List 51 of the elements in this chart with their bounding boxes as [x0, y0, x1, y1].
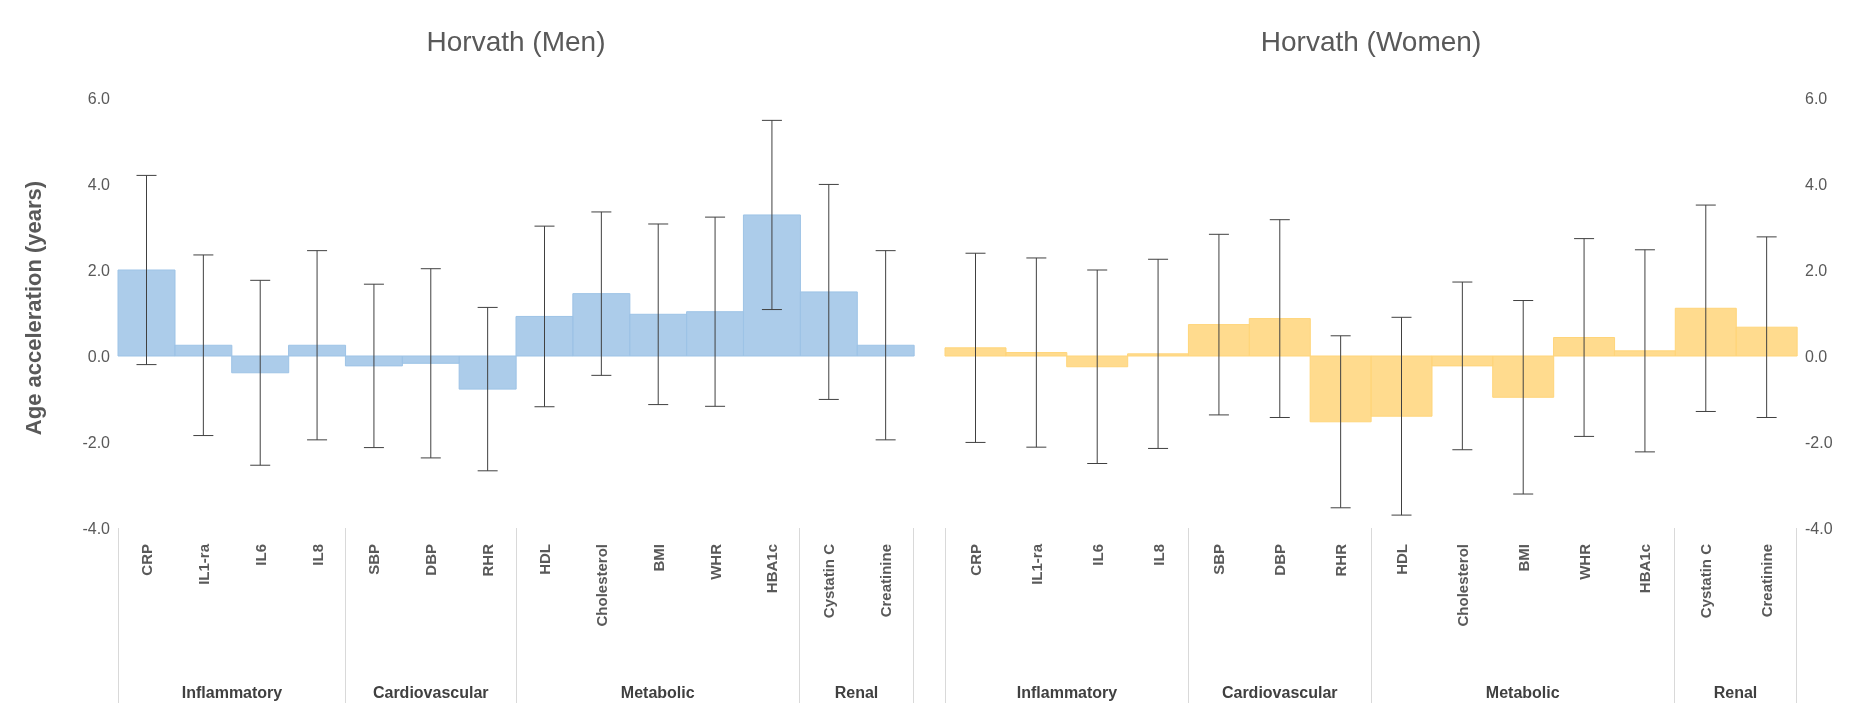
y-tick-label: 4.0	[1805, 175, 1828, 193]
x-tick-label: Cholesterol	[592, 544, 610, 627]
x-tick-label: SBP	[1210, 544, 1228, 575]
x-tick-label: WHR	[706, 543, 724, 580]
text: Renal	[1713, 684, 1758, 701]
y-tick-label: 6.0	[1805, 89, 1828, 107]
y-tick-label: -2.0	[1805, 433, 1833, 451]
x-tick-label: BMI	[1514, 544, 1532, 572]
y-axis-title: Age acceleration (years)	[21, 180, 47, 436]
y-tick-label: 6.0	[87, 89, 111, 107]
x-tick-label: Cystatin C	[820, 543, 838, 619]
x-tick-label: WHR	[1575, 543, 1593, 580]
x-tick-label: HBA1c	[1636, 544, 1654, 594]
x-tick-label: IL6	[1088, 544, 1106, 566]
x-tick-label: DBP	[422, 544, 440, 576]
x-tick-label: SBP	[365, 544, 383, 575]
x-tick-label: DBP	[1271, 544, 1289, 576]
x-tick-label: BMI	[649, 544, 667, 572]
x-tick-label: CRP	[137, 544, 155, 576]
x-tick-label: IL1-ra	[194, 543, 212, 585]
text: Metabolic	[620, 684, 695, 701]
x-tick-label: HBA1c	[763, 544, 781, 594]
x-tick-label: IL6	[251, 544, 269, 566]
y-tick-label: -4.0	[82, 519, 111, 537]
y-tick-label: 2.0	[1805, 261, 1828, 279]
x-tick-label: CRP	[966, 544, 984, 576]
y-tick-label: 2.0	[87, 261, 111, 279]
y-tick-label: 0.0	[1805, 347, 1828, 365]
x-tick-label: IL8	[308, 544, 326, 566]
x-tick-label: Creatinine	[1758, 544, 1776, 618]
chart-title: Horvath (Women)	[1259, 26, 1483, 58]
chart-title: Horvath (Men)	[425, 26, 607, 58]
text: Renal	[834, 684, 879, 701]
y-tick-label: 0.0	[87, 347, 111, 365]
x-tick-label: Cystatin C	[1697, 543, 1715, 619]
text: Cardiovascular	[1221, 684, 1338, 701]
x-tick-label: IL8	[1149, 544, 1167, 566]
text: Inflammatory	[181, 684, 283, 701]
x-tick-label: Cholesterol	[1453, 544, 1471, 627]
text: Inflammatory	[1016, 684, 1118, 701]
x-tick-label: RHR	[1332, 543, 1350, 577]
x-tick-label: HDL	[1392, 544, 1410, 575]
y-tick-label: -4.0	[1805, 519, 1833, 537]
x-tick-label: Creatinine	[877, 544, 895, 618]
text: Cardiovascular	[372, 684, 489, 701]
x-tick-label: IL1-ra	[1027, 543, 1045, 585]
x-tick-label: RHR	[479, 543, 497, 577]
text: Metabolic	[1485, 684, 1560, 701]
x-tick-label: HDL	[535, 544, 553, 575]
y-tick-label: -2.0	[82, 433, 111, 451]
y-tick-label: 4.0	[87, 175, 111, 193]
